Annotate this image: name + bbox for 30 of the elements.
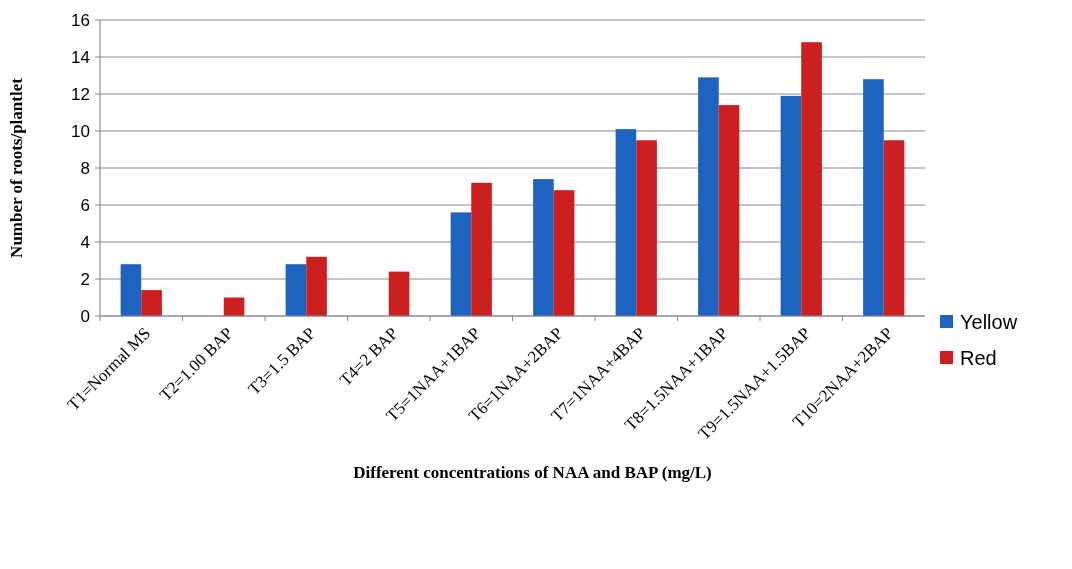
bar xyxy=(471,182,492,316)
bar xyxy=(780,95,802,316)
bar xyxy=(615,129,637,316)
bar xyxy=(553,190,575,316)
y-tick-label: 10 xyxy=(71,121,90,141)
bar xyxy=(306,256,327,316)
y-tick-label: 12 xyxy=(71,84,90,104)
bar xyxy=(120,264,142,316)
bar xyxy=(883,140,905,316)
y-tick-label: 0 xyxy=(80,306,90,326)
bar xyxy=(863,79,884,316)
bar xyxy=(636,140,657,316)
bar xyxy=(450,212,472,316)
x-axis-title: Different concentrations of NAA and BAP (mg/L) xyxy=(353,463,712,482)
y-tick-label: 8 xyxy=(80,158,90,178)
bar xyxy=(718,105,740,316)
bar xyxy=(285,264,307,316)
y-tick-label: 2 xyxy=(80,269,90,289)
y-tick-label: 6 xyxy=(80,195,90,215)
legend-label: Red xyxy=(960,347,997,369)
bar xyxy=(698,77,719,316)
bar xyxy=(533,179,554,316)
y-axis-title: Number of roots/plantlet xyxy=(7,77,26,258)
y-tick-label: 14 xyxy=(71,47,90,67)
legend-label: Yellow xyxy=(960,311,1018,333)
bar xyxy=(388,271,410,316)
y-tick-label: 16 xyxy=(71,10,90,30)
y-tick-label: 4 xyxy=(80,232,90,252)
bar xyxy=(801,42,822,316)
bar xyxy=(141,290,162,316)
